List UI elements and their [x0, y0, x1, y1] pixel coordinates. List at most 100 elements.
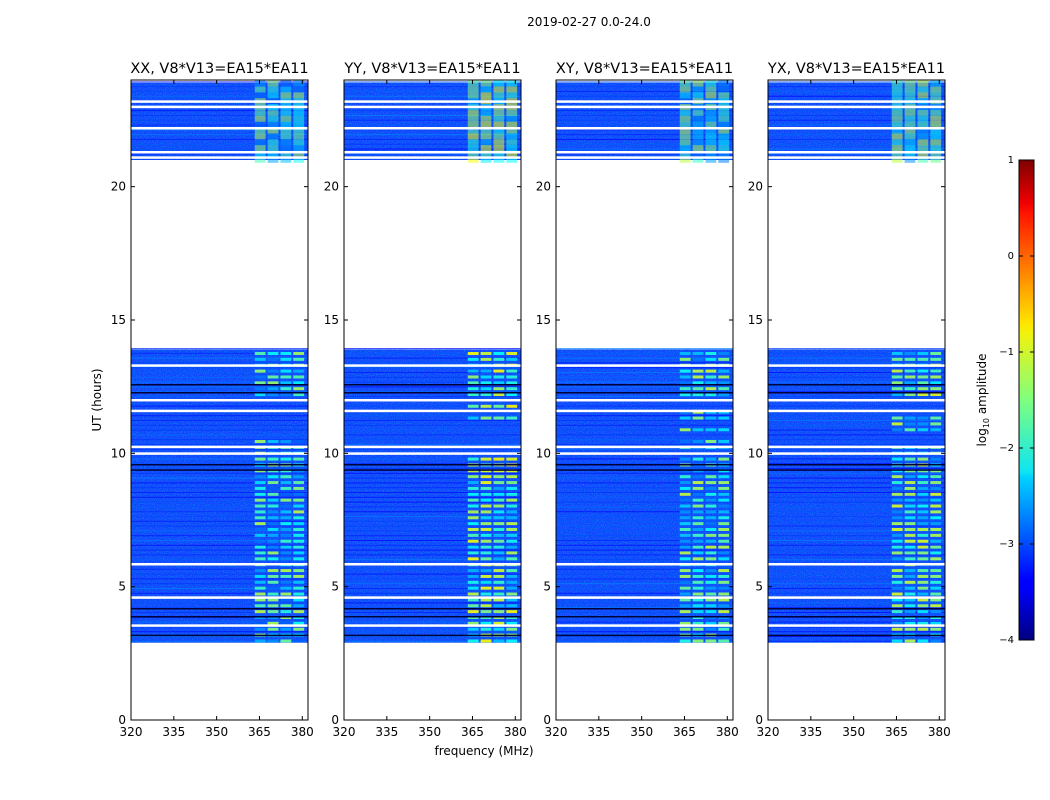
- emission-mark: [718, 557, 730, 561]
- emission-mark: [679, 598, 691, 602]
- emission-mark: [904, 580, 916, 584]
- emission-mark: [679, 375, 691, 379]
- flagged-gap: [768, 151, 945, 154]
- flagged-gap: [768, 624, 945, 627]
- data-row-stripe: [131, 429, 308, 431]
- emission-mark: [679, 504, 691, 508]
- emission-mark: [480, 510, 492, 514]
- x-tick-label: 335: [587, 725, 610, 739]
- emission-mark: [904, 156, 916, 163]
- dark-row: [344, 464, 521, 466]
- emission-mark: [254, 139, 266, 146]
- colorbar-label-main: log: [975, 428, 989, 446]
- x-tick-label: 350: [205, 725, 228, 739]
- emission-mark: [267, 115, 279, 122]
- data-row-stripe: [556, 90, 733, 92]
- emission-mark: [679, 533, 691, 537]
- data-row-stripe: [768, 535, 945, 537]
- emission-mark: [692, 533, 704, 537]
- data-row-stripe: [768, 573, 945, 575]
- emission-mark: [679, 109, 691, 116]
- emission-mark: [930, 92, 942, 99]
- emission-mark: [480, 121, 492, 128]
- emission-mark: [480, 592, 492, 596]
- data-row-stripe: [344, 602, 521, 604]
- emission-mark: [705, 145, 717, 152]
- emission-mark: [467, 492, 479, 496]
- emission-mark: [891, 150, 903, 157]
- emission-mark: [493, 604, 505, 608]
- emission-mark: [917, 604, 929, 608]
- emission-mark: [467, 627, 479, 631]
- emission-mark: [493, 150, 505, 157]
- data-row-stripe: [131, 391, 308, 393]
- emission-mark: [506, 86, 518, 93]
- emission-mark: [705, 352, 717, 355]
- emission-mark: [467, 504, 479, 508]
- emission-mark: [280, 528, 292, 531]
- x-tick-label: 320: [120, 725, 143, 739]
- emission-mark: [891, 574, 903, 578]
- emission-mark: [705, 492, 717, 496]
- emission-mark: [267, 133, 279, 140]
- emission-mark: [679, 352, 691, 355]
- emission-mark: [718, 92, 730, 99]
- emission-mark: [692, 393, 704, 397]
- emission-mark: [904, 504, 916, 508]
- emission-mark: [293, 381, 305, 385]
- flagged-gap: [768, 156, 945, 159]
- emission-mark: [718, 381, 730, 385]
- emission-mark: [506, 115, 518, 122]
- emission-mark: [254, 551, 266, 555]
- flagged-gap: [344, 624, 521, 627]
- data-row-stripe: [556, 578, 733, 580]
- data-row-stripe: [131, 482, 308, 484]
- emission-mark: [506, 369, 518, 373]
- emission-mark: [267, 545, 279, 549]
- x-tick-label: 365: [673, 725, 696, 739]
- dark-row: [131, 464, 308, 466]
- emission-mark: [480, 393, 492, 397]
- flagged-gap: [556, 127, 733, 130]
- emission-mark: [891, 481, 903, 485]
- emission-mark: [705, 498, 717, 502]
- data-row-stripe: [131, 95, 308, 97]
- data-row-stripe: [556, 588, 733, 589]
- x-tick-label: 380: [504, 725, 527, 739]
- emission-mark: [917, 592, 929, 596]
- emission-mark: [718, 352, 730, 355]
- flagged-gap: [556, 596, 733, 599]
- data-row-stripe: [344, 607, 521, 609]
- data-row-stripe: [131, 134, 308, 136]
- emission-mark: [480, 639, 492, 643]
- emission-mark: [267, 516, 279, 520]
- y-tick-label: 15: [324, 313, 339, 327]
- data-row-stripe: [131, 386, 308, 388]
- emission-mark: [904, 522, 916, 526]
- emission-mark: [493, 416, 505, 420]
- data-row-stripe: [556, 362, 733, 364]
- emission-mark: [692, 516, 704, 520]
- data-row-stripe: [556, 396, 733, 397]
- emission-mark: [930, 504, 942, 508]
- colorbar-tick-label: 0: [1008, 251, 1014, 262]
- data-row-stripe: [556, 86, 733, 88]
- data-row-stripe: [556, 367, 733, 369]
- emission-mark: [917, 522, 929, 526]
- emission-mark: [917, 627, 929, 631]
- emission-mark: [891, 516, 903, 520]
- emission-mark: [493, 486, 505, 490]
- data-row-stripe: [344, 592, 521, 594]
- emission-mark: [904, 145, 916, 152]
- emission-mark: [904, 621, 916, 625]
- emission-mark: [705, 121, 717, 128]
- emission-mark: [293, 557, 305, 561]
- data-row-stripe: [556, 415, 733, 417]
- emission-mark: [917, 457, 929, 461]
- emission-mark: [493, 381, 505, 385]
- y-axis-label: UT (hours): [90, 368, 104, 431]
- emission-mark: [480, 528, 492, 531]
- dark-row: [768, 634, 945, 637]
- emission-mark: [679, 545, 691, 549]
- emission-mark: [692, 610, 704, 614]
